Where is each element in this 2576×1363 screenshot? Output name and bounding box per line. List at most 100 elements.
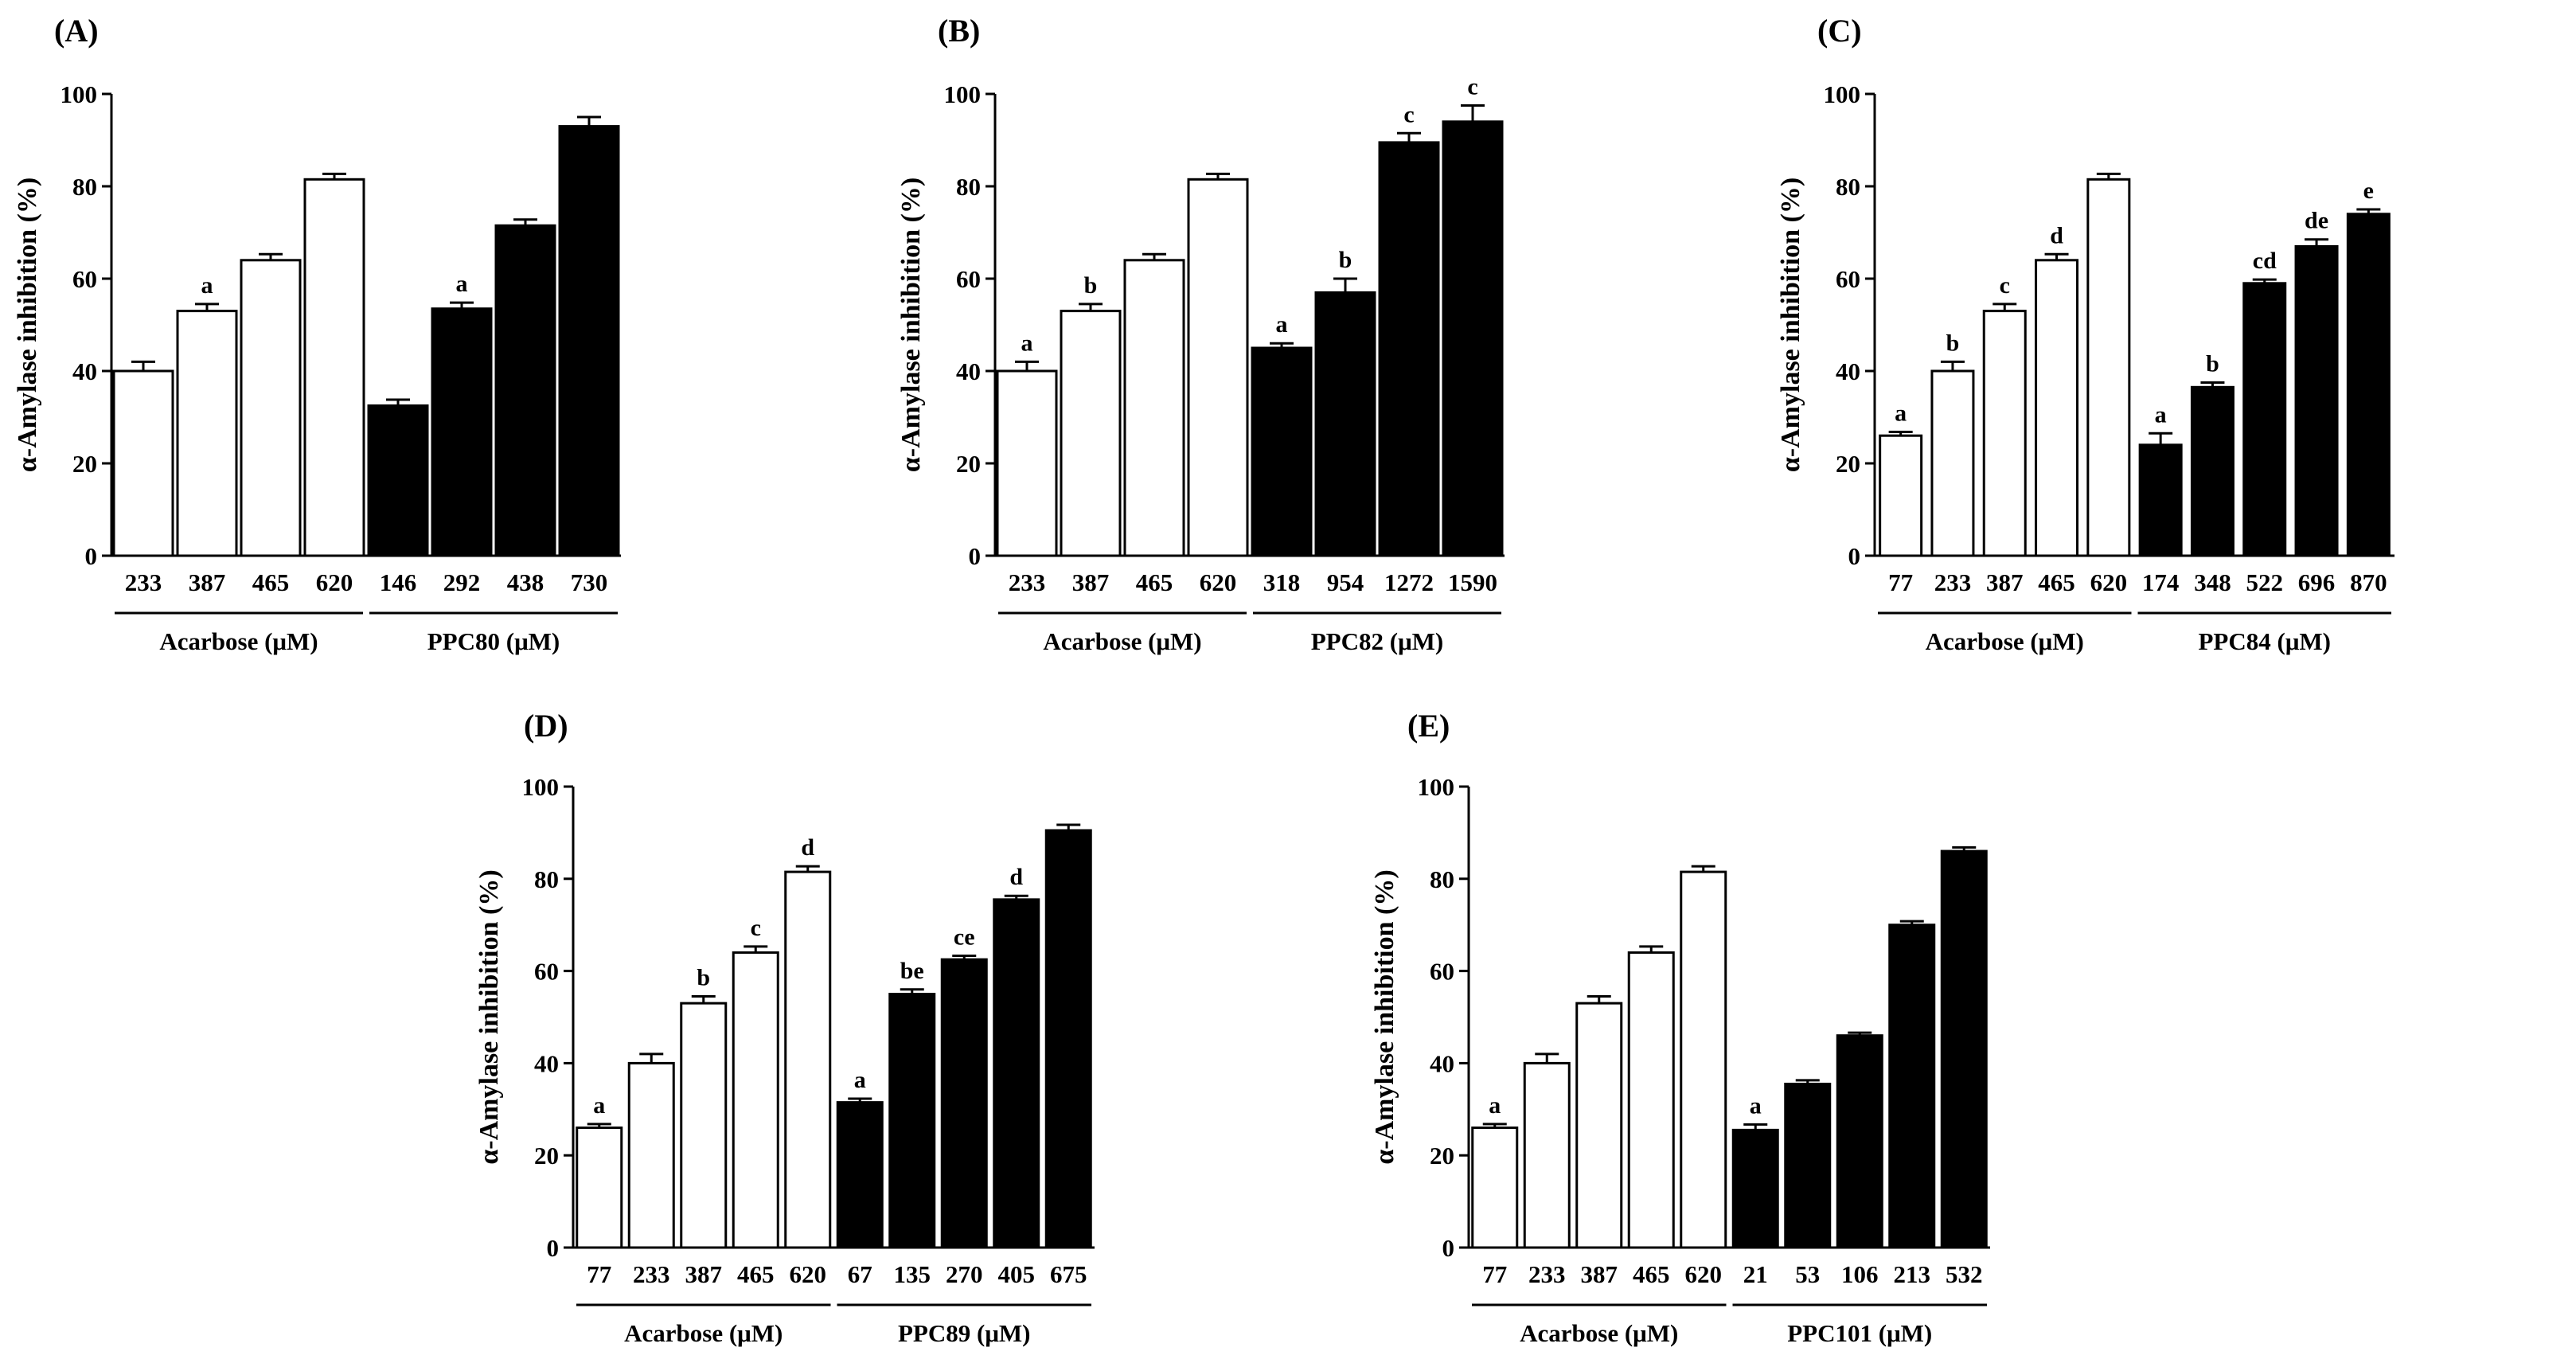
x-tick-label: 465 [1633,1260,1670,1288]
bar [1888,924,1936,1249]
x-tick-label: 387 [1072,568,1110,596]
chart-panel-3: (C) α-Amylase inhibition (%) 0 20 40 60 80 100 a… [1776,13,2395,655]
significance-letter: e [2363,178,2374,204]
significance-letter: b [1339,247,1352,273]
bar [367,404,429,557]
x-tick-label: 77 [1888,568,1913,596]
y-tick-label: 100 [1418,773,1455,801]
significance-letter: c [751,915,761,941]
group-label: Acarbose (μM) [624,1319,783,1347]
group-label: PPC89 (μM) [898,1319,1031,1347]
bar [1314,291,1376,557]
significance-letter: ce [954,924,975,950]
y-axis-title: α-Amylase inhibition (%) [896,178,926,472]
panel-label: (C) [1817,13,1862,49]
bar [1378,141,1440,557]
group-label: PPC82 (μM) [1311,627,1444,655]
bar [2035,259,2079,557]
x-tick-label: 465 [737,1260,775,1288]
panel-label: (E) [1407,708,1450,744]
x-tick-label: 954 [1327,568,1364,596]
significance-letter: d [1009,864,1023,890]
y-tick-label: 0 [1442,1234,1455,1262]
x-tick-label: 318 [1263,568,1301,596]
y-tick-label: 100 [1824,80,1861,108]
x-tick-label: 348 [2194,568,2231,596]
bar [1940,849,1988,1249]
significance-letter: be [900,958,924,984]
x-tick-label: 532 [1946,1260,1983,1288]
x-tick-label: 620 [1200,568,1237,596]
bar [1523,1061,1571,1249]
x-tick-label: 620 [316,568,353,596]
bar [1627,951,1675,1249]
x-tick-label: 465 [2038,568,2075,596]
bar [732,951,779,1249]
y-tick-label: 40 [72,357,97,385]
bar [2346,213,2391,557]
bar [1471,1126,1519,1249]
significance-letter: a [2155,401,2167,428]
bar [627,1061,675,1249]
bar [576,1126,623,1249]
y-tick-label: 0 [1848,542,1861,570]
significance-letter: cd [2253,248,2277,274]
x-tick-label: 53 [1795,1260,1820,1288]
bar [784,870,832,1249]
bar [1442,120,1504,557]
x-tick-label: 77 [1482,1260,1507,1288]
y-tick-label: 60 [956,265,981,293]
significance-letter: b [1946,330,1960,356]
chart-panel-2: (B) α-Amylase inhibition (%) 0 20 40 60 80 100 a… [896,13,1505,655]
panel-label: (A) [54,13,99,49]
group-label: Acarbose (μM) [1926,627,2084,655]
panel-label: (D) [524,708,568,744]
y-tick-label: 20 [72,450,97,478]
significance-letter: c [1467,74,1477,100]
y-tick-label: 100 [60,80,98,108]
x-tick-label: 438 [507,568,544,596]
bar [494,224,556,557]
significance-letter: a [593,1092,605,1119]
y-tick-label: 20 [956,450,981,478]
bar [1060,310,1122,557]
y-tick-label: 80 [72,173,97,201]
bar [1251,346,1313,557]
bar [2190,385,2234,557]
bar [176,310,238,557]
bar [1731,1128,1779,1249]
significance-letter: a [1489,1092,1501,1119]
x-tick-label: 465 [252,568,290,596]
x-tick-label: 233 [1934,568,1972,596]
group-label: PPC80 (μM) [427,627,560,655]
significance-letter: a [854,1067,866,1093]
x-tick-label: 135 [894,1260,931,1288]
y-tick-label: 0 [969,542,982,570]
y-tick-label: 60 [534,958,559,986]
y-tick-label: 60 [72,265,97,293]
significance-letter: a [1276,311,1288,338]
bar [1982,310,2027,557]
x-tick-label: 233 [1528,1260,1566,1288]
chart-panel-1: (A) α-Amylase inhibition (%) 0 20 40 60 80 100 2… [13,13,621,655]
y-axis-title: α-Amylase inhibition (%) [1776,178,1805,472]
x-tick-label: 77 [587,1260,611,1288]
bar [888,993,936,1249]
group-label: Acarbose (μM) [1520,1319,1678,1347]
y-tick-label: 40 [956,357,981,385]
bar [431,307,493,557]
x-tick-label: 233 [125,568,162,596]
bar [1044,829,1092,1249]
bar [303,178,365,557]
x-tick-label: 696 [2298,568,2336,596]
bar [2086,178,2131,557]
y-tick-label: 80 [1836,173,1860,201]
y-tick-label: 100 [944,80,982,108]
x-tick-label: 233 [1009,568,1046,596]
significance-letter: de [2305,208,2328,234]
x-tick-label: 405 [998,1260,1036,1288]
bar [996,369,1058,557]
panel-label: (B) [938,13,980,49]
bar [2294,244,2339,557]
x-tick-label: 67 [848,1260,872,1288]
